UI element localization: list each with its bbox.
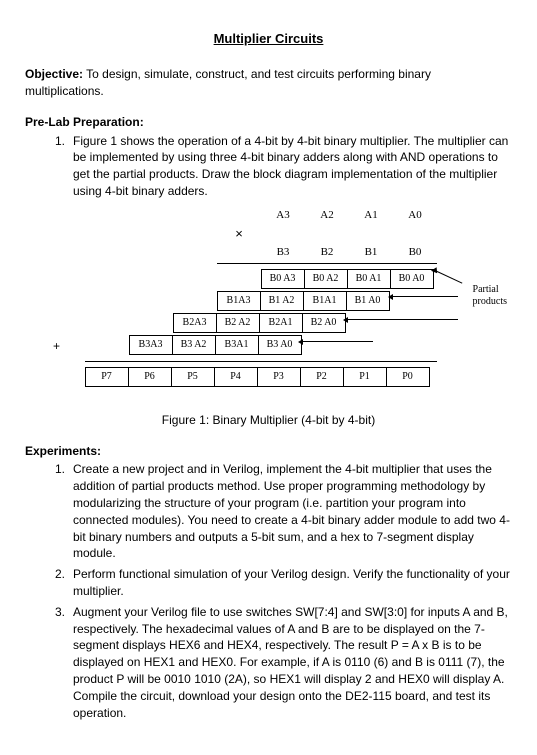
pp-cell: B1A3 (217, 291, 261, 311)
pp-cell: B0 A1 (347, 269, 391, 289)
arrow-icon (303, 341, 373, 342)
result-cell: P6 (128, 367, 172, 387)
result-cell: P1 (343, 367, 387, 387)
figure-caption: Figure 1: Binary Multiplier (4-bit by 4-… (25, 412, 512, 429)
pp-cell: B1A1 (303, 291, 347, 311)
a-cell: A2 (305, 208, 349, 223)
list-number: 2. (55, 566, 73, 583)
list-number: 1. (55, 133, 73, 150)
objective-label: Objective: (25, 67, 83, 81)
pp-cell: B0 A3 (261, 269, 305, 289)
pp-cell: B0 A2 (304, 269, 348, 289)
arrow-icon (348, 319, 458, 320)
page-title: Multiplier Circuits (25, 30, 512, 48)
pp-cell: B3A3 (129, 335, 173, 355)
result-cell: P2 (300, 367, 344, 387)
arrow-icon (393, 296, 458, 297)
a-cell: A3 (261, 208, 305, 223)
experiment-item-3: 3.Augment your Verilog file to use switc… (25, 604, 512, 722)
a-cell: A0 (393, 208, 437, 223)
partial-products-label: Partial products (473, 284, 507, 308)
objective-section: Objective: To design, simulate, construc… (25, 66, 512, 100)
pp-cell: B3 A2 (172, 335, 216, 355)
result-cell: P4 (214, 367, 258, 387)
prelab-item-1-text: Figure 1 shows the operation of a 4-bit … (73, 134, 508, 198)
pp-cell: B0 A0 (390, 269, 434, 289)
pp-cell: B3 A0 (258, 335, 302, 355)
experiment-item-2: 2.Perform functional simulation of your … (25, 566, 512, 600)
title-text: Multiplier Circuits (214, 31, 324, 46)
b-cell: B3 (261, 245, 305, 260)
pp-cell: B2 A0 (302, 313, 346, 333)
pp-cell: B3A1 (215, 335, 259, 355)
pp-cell: B2A3 (173, 313, 217, 333)
experiment-1-text: Create a new project and in Verilog, imp… (73, 462, 510, 560)
list-number: 1. (55, 461, 73, 478)
b-cell: B2 (305, 245, 349, 260)
pp-cell: B1 A0 (346, 291, 390, 311)
experiments-header: Experiments: (25, 443, 512, 460)
objective-text: To design, simulate, construct, and test… (25, 67, 431, 98)
result-cell: P0 (386, 367, 430, 387)
result-cell: P3 (257, 367, 301, 387)
a-cell: A1 (349, 208, 393, 223)
list-number: 3. (55, 604, 73, 621)
mult-symbol: × (217, 225, 261, 243)
plus-sign: + (53, 338, 60, 355)
experiment-item-1: 1.Create a new project and in Verilog, i… (25, 461, 512, 562)
pp-cell: B1 A2 (260, 291, 304, 311)
experiment-2-text: Perform functional simulation of your Ve… (73, 567, 510, 598)
prelab-item-1: 1.Figure 1 shows the operation of a 4-bi… (25, 133, 512, 200)
b-cell: B1 (349, 245, 393, 260)
experiment-3-text: Augment your Verilog file to use switche… (73, 605, 508, 720)
b-cell: B0 (393, 245, 437, 260)
result-cell: P5 (171, 367, 215, 387)
figure-1: A3 A2 A1 A0 × B3 B2 B1 B0 B0 A3 B0 A2 B0… (25, 208, 512, 408)
pp-cell: B2A1 (259, 313, 303, 333)
prelab-header: Pre-Lab Preparation: (25, 114, 512, 131)
result-cell: P7 (85, 367, 129, 387)
pp-cell: B2 A2 (216, 313, 260, 333)
